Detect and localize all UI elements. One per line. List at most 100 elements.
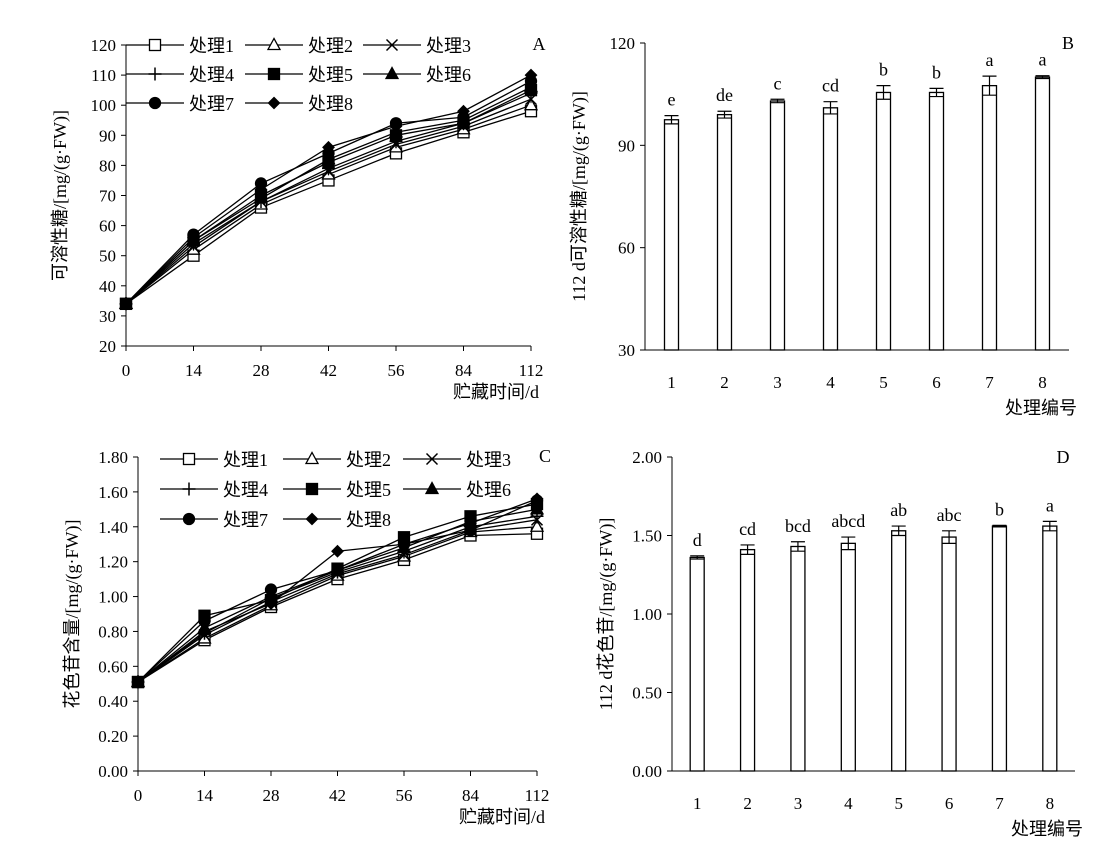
- x-tick-label: 0: [122, 361, 131, 380]
- significance-letter: a: [986, 50, 994, 70]
- series-line: [137, 503, 538, 683]
- bar: [716, 113, 733, 351]
- data-point: [254, 183, 268, 196]
- legend-marker: [182, 452, 196, 466]
- legend-label: 处理7: [189, 94, 234, 114]
- y-tick-label: 30: [618, 341, 635, 360]
- bar: [689, 556, 705, 772]
- x-axis-title: 处理编号: [1011, 819, 1083, 839]
- x-tick-label: 112: [525, 786, 550, 805]
- x-tick-label: 5: [894, 794, 903, 813]
- data-point: [253, 190, 269, 204]
- error-bar: [790, 541, 805, 552]
- legend-item: 处理8: [283, 510, 391, 530]
- data-point: [389, 119, 403, 133]
- legend-item: 处理4: [160, 480, 268, 500]
- y-axis-title: 可溶性糖/[mg/(g·FW)]: [50, 110, 71, 281]
- legend-marker: [424, 481, 440, 495]
- bar-group-3: c: [769, 73, 786, 351]
- y-tick-label: 100: [91, 96, 117, 115]
- data-point: [530, 492, 544, 506]
- legend-label: 处理6: [466, 480, 511, 500]
- series-8: [131, 492, 544, 689]
- legend-marker: [304, 451, 320, 465]
- data-point: [524, 68, 538, 82]
- error-bar: [690, 555, 705, 560]
- significance-letter: a: [1046, 495, 1054, 515]
- legend-marker: [385, 38, 399, 52]
- significance-letter: a: [1039, 50, 1047, 70]
- bar: [981, 84, 998, 351]
- x-tick-label: 56: [396, 786, 413, 805]
- significance-letter: bcd: [785, 516, 811, 536]
- legend-marker: [182, 482, 196, 496]
- bar: [790, 545, 806, 772]
- significance-letter: abcd: [831, 511, 865, 531]
- y-tick-label: 1.40: [98, 518, 128, 537]
- y-tick-label: 90: [99, 126, 116, 145]
- y-tick-label: 60: [99, 217, 116, 236]
- bar-group-8: a: [1034, 50, 1051, 351]
- y-tick-label: 90: [618, 136, 635, 155]
- panel-b-soluble-sugar-bar-chart: 30 60 90 120 e 1 de 2 c 3 cd 4 b 5 b 6 a 7 a 8 处理编号 112 d可溶性糖…: [569, 33, 1077, 418]
- error-bar: [982, 75, 997, 96]
- legend-label: 处理8: [308, 94, 353, 114]
- error-bar: [942, 530, 957, 544]
- y-tick-label: 80: [99, 156, 116, 175]
- error-bar: [876, 85, 891, 100]
- series-3: [131, 513, 544, 689]
- series-7: [131, 494, 544, 689]
- data-point: [464, 516, 477, 530]
- y-tick-label: 1.60: [98, 483, 128, 502]
- data-point: [523, 97, 539, 111]
- panel-d-anthocyanin-bar-chart: 0.000.501.001.502.00d1cd2bcd3abcd4ab5abc…: [596, 447, 1083, 839]
- bar: [663, 119, 680, 351]
- error-bar: [1035, 75, 1050, 80]
- legend-marker: [384, 66, 400, 80]
- data-point: [264, 583, 278, 596]
- x-tick-label: 84: [455, 361, 473, 380]
- data-point: [187, 231, 200, 245]
- data-point: [529, 518, 545, 532]
- x-tick-label: 1: [693, 794, 702, 813]
- error-bar: [891, 525, 906, 537]
- series-line: [137, 519, 538, 683]
- bar-group-1: d: [689, 530, 705, 772]
- legend-item: 处理5: [245, 65, 353, 85]
- significance-letter: c: [774, 73, 782, 93]
- legend-item: 处理5: [283, 480, 391, 500]
- legend-item: 处理8: [245, 94, 353, 114]
- y-tick-label: 40: [99, 277, 116, 296]
- bar-group-5: b: [875, 60, 892, 351]
- legend-label: 处理1: [223, 450, 268, 470]
- bar-group-1: e: [663, 90, 680, 351]
- panel-a-soluble-sugar-line-chart: 20 30 40 50 60 70 80 90 100 110 120 0 14 28 42 56 84 112 贮…: [50, 34, 546, 402]
- series-line: [125, 80, 532, 305]
- y-tick-label: 110: [91, 66, 116, 85]
- x-tick-label: 8: [1038, 373, 1047, 392]
- series-1: [119, 105, 538, 311]
- significance-letter: b: [879, 60, 888, 80]
- y-axis-title: 112 d可溶性糖/[mg/(g·FW)]: [569, 91, 590, 302]
- y-tick-label: 1.80: [98, 448, 128, 467]
- legend-marker: [425, 452, 439, 466]
- data-point: [264, 597, 278, 610]
- y-tick-label: 0.00: [98, 762, 128, 781]
- y-tick-label: 30: [99, 307, 116, 326]
- y-axis-title: 112 d花色苷/[mg/(g·FW)]: [596, 518, 617, 711]
- legend-marker: [148, 67, 162, 81]
- series-5: [131, 497, 544, 689]
- y-tick-label: 20: [99, 337, 116, 356]
- significance-letter: ab: [890, 500, 907, 520]
- data-point: [198, 625, 211, 638]
- x-tick-label: 4: [826, 373, 835, 392]
- bar-group-6: abc: [937, 505, 962, 772]
- panel-label: C: [539, 446, 551, 466]
- x-tick-label: 84: [462, 786, 480, 805]
- error-bar: [1042, 520, 1057, 532]
- x-tick-label: 28: [263, 786, 280, 805]
- x-axis-title: 处理编号: [1005, 398, 1077, 418]
- bar-group-2: de: [716, 85, 733, 351]
- x-tick-label: 0: [134, 786, 143, 805]
- x-tick-label: 2: [720, 373, 729, 392]
